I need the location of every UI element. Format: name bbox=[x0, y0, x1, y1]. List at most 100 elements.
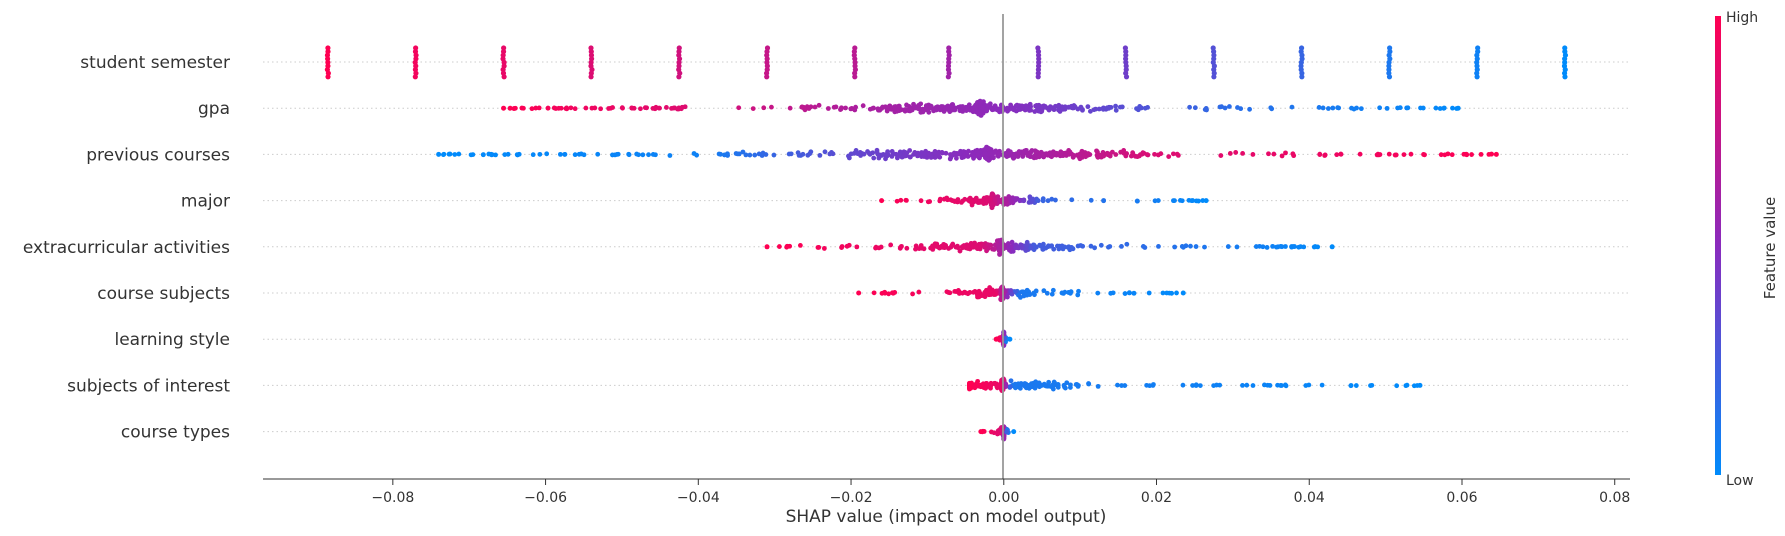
shap-point bbox=[839, 245, 844, 250]
shap-point bbox=[1045, 152, 1051, 158]
shap-point bbox=[1296, 244, 1302, 250]
shap-point bbox=[951, 150, 957, 156]
shap-point bbox=[995, 431, 1000, 437]
shap-point bbox=[1119, 244, 1124, 249]
shap-point bbox=[1040, 246, 1046, 252]
shap-point bbox=[865, 149, 870, 154]
shap-point bbox=[880, 152, 886, 157]
shap-point bbox=[1007, 384, 1013, 390]
shap-point bbox=[1066, 104, 1072, 110]
shap-point bbox=[1046, 379, 1052, 385]
shap-point bbox=[769, 104, 774, 110]
shap-point bbox=[1061, 382, 1067, 388]
shap-point bbox=[1086, 381, 1092, 387]
shap-point bbox=[1010, 248, 1016, 254]
shap-point bbox=[325, 59, 331, 65]
shap-point bbox=[1070, 246, 1076, 252]
shap-point bbox=[876, 245, 882, 251]
shap-point bbox=[1036, 59, 1042, 65]
shap-point bbox=[889, 149, 895, 154]
shap-point bbox=[1069, 197, 1075, 203]
shap-point bbox=[1008, 378, 1014, 384]
shap-point bbox=[1006, 194, 1012, 199]
shap-point bbox=[1088, 243, 1094, 249]
shap-point bbox=[945, 63, 952, 69]
shap-point bbox=[736, 105, 742, 111]
shap-point bbox=[996, 382, 1002, 388]
colorbar-gradient bbox=[1715, 16, 1721, 475]
shap-point bbox=[1035, 74, 1041, 80]
shap-point bbox=[1016, 150, 1022, 156]
shap-point bbox=[1193, 244, 1199, 249]
shap-point bbox=[1445, 151, 1451, 157]
shap-point bbox=[879, 198, 885, 204]
shap-point bbox=[996, 248, 1002, 254]
shap-point bbox=[501, 105, 507, 111]
shap-point bbox=[667, 153, 673, 158]
shap-point bbox=[1172, 198, 1177, 204]
x-tick-label: −0.08 bbox=[371, 490, 414, 506]
shap-point bbox=[325, 45, 331, 51]
shap-point bbox=[1475, 45, 1481, 51]
shap-point bbox=[1147, 383, 1153, 389]
shap-point bbox=[568, 105, 574, 111]
shap-point bbox=[1110, 290, 1116, 296]
shap-point bbox=[615, 151, 621, 157]
shap-point bbox=[978, 99, 984, 105]
shap-point bbox=[1123, 49, 1129, 55]
shap-point bbox=[650, 152, 656, 157]
shap-point bbox=[1474, 74, 1480, 80]
shap-point bbox=[629, 105, 635, 111]
shap-point bbox=[799, 104, 805, 110]
shap-point bbox=[966, 382, 972, 388]
shap-point bbox=[1172, 244, 1178, 250]
shap-point bbox=[1464, 152, 1470, 158]
shap-point bbox=[1203, 106, 1209, 111]
shap-point bbox=[966, 196, 972, 202]
shap-point bbox=[764, 74, 770, 80]
shap-point bbox=[941, 241, 947, 247]
shap-point bbox=[1169, 290, 1175, 296]
shap-point bbox=[908, 107, 914, 113]
shap-point bbox=[1024, 105, 1029, 111]
shap-point bbox=[984, 107, 990, 113]
shap-point bbox=[743, 152, 749, 158]
shap-point bbox=[771, 152, 777, 158]
shap-point bbox=[981, 147, 987, 153]
shap-point bbox=[1188, 243, 1193, 249]
shap-point bbox=[982, 151, 988, 156]
shap-point bbox=[924, 104, 929, 110]
shap-point bbox=[564, 106, 570, 112]
shap-point bbox=[937, 196, 943, 202]
shap-point bbox=[1348, 383, 1354, 389]
shap-point bbox=[1077, 153, 1082, 159]
shap-point bbox=[880, 104, 885, 110]
shap-point bbox=[919, 245, 925, 251]
shap-point bbox=[562, 152, 568, 157]
shap-point bbox=[1240, 150, 1246, 156]
shap-point bbox=[1056, 102, 1062, 108]
shap-point bbox=[985, 103, 990, 109]
shap-point bbox=[1244, 382, 1250, 388]
shap-point bbox=[502, 152, 508, 157]
shap-point bbox=[1438, 152, 1444, 158]
shap-point bbox=[971, 289, 976, 295]
shap-point bbox=[992, 103, 998, 109]
shap-point bbox=[1002, 197, 1008, 203]
shap-point bbox=[1049, 291, 1055, 297]
shap-point bbox=[978, 429, 984, 435]
shap-point bbox=[756, 151, 762, 157]
shap-point bbox=[1265, 382, 1271, 388]
shap-point bbox=[995, 151, 1001, 157]
shap-point bbox=[1113, 107, 1119, 113]
shap-point bbox=[1106, 105, 1112, 111]
shap-point bbox=[1075, 292, 1081, 298]
shap-point bbox=[551, 105, 557, 111]
shap-point bbox=[825, 106, 831, 111]
shap-point bbox=[679, 106, 684, 112]
shap-point bbox=[1076, 288, 1081, 294]
shap-point bbox=[1020, 154, 1026, 159]
x-tick-label: 0.00 bbox=[988, 490, 1019, 506]
shap-point bbox=[1057, 153, 1063, 159]
shap-point bbox=[718, 151, 723, 157]
